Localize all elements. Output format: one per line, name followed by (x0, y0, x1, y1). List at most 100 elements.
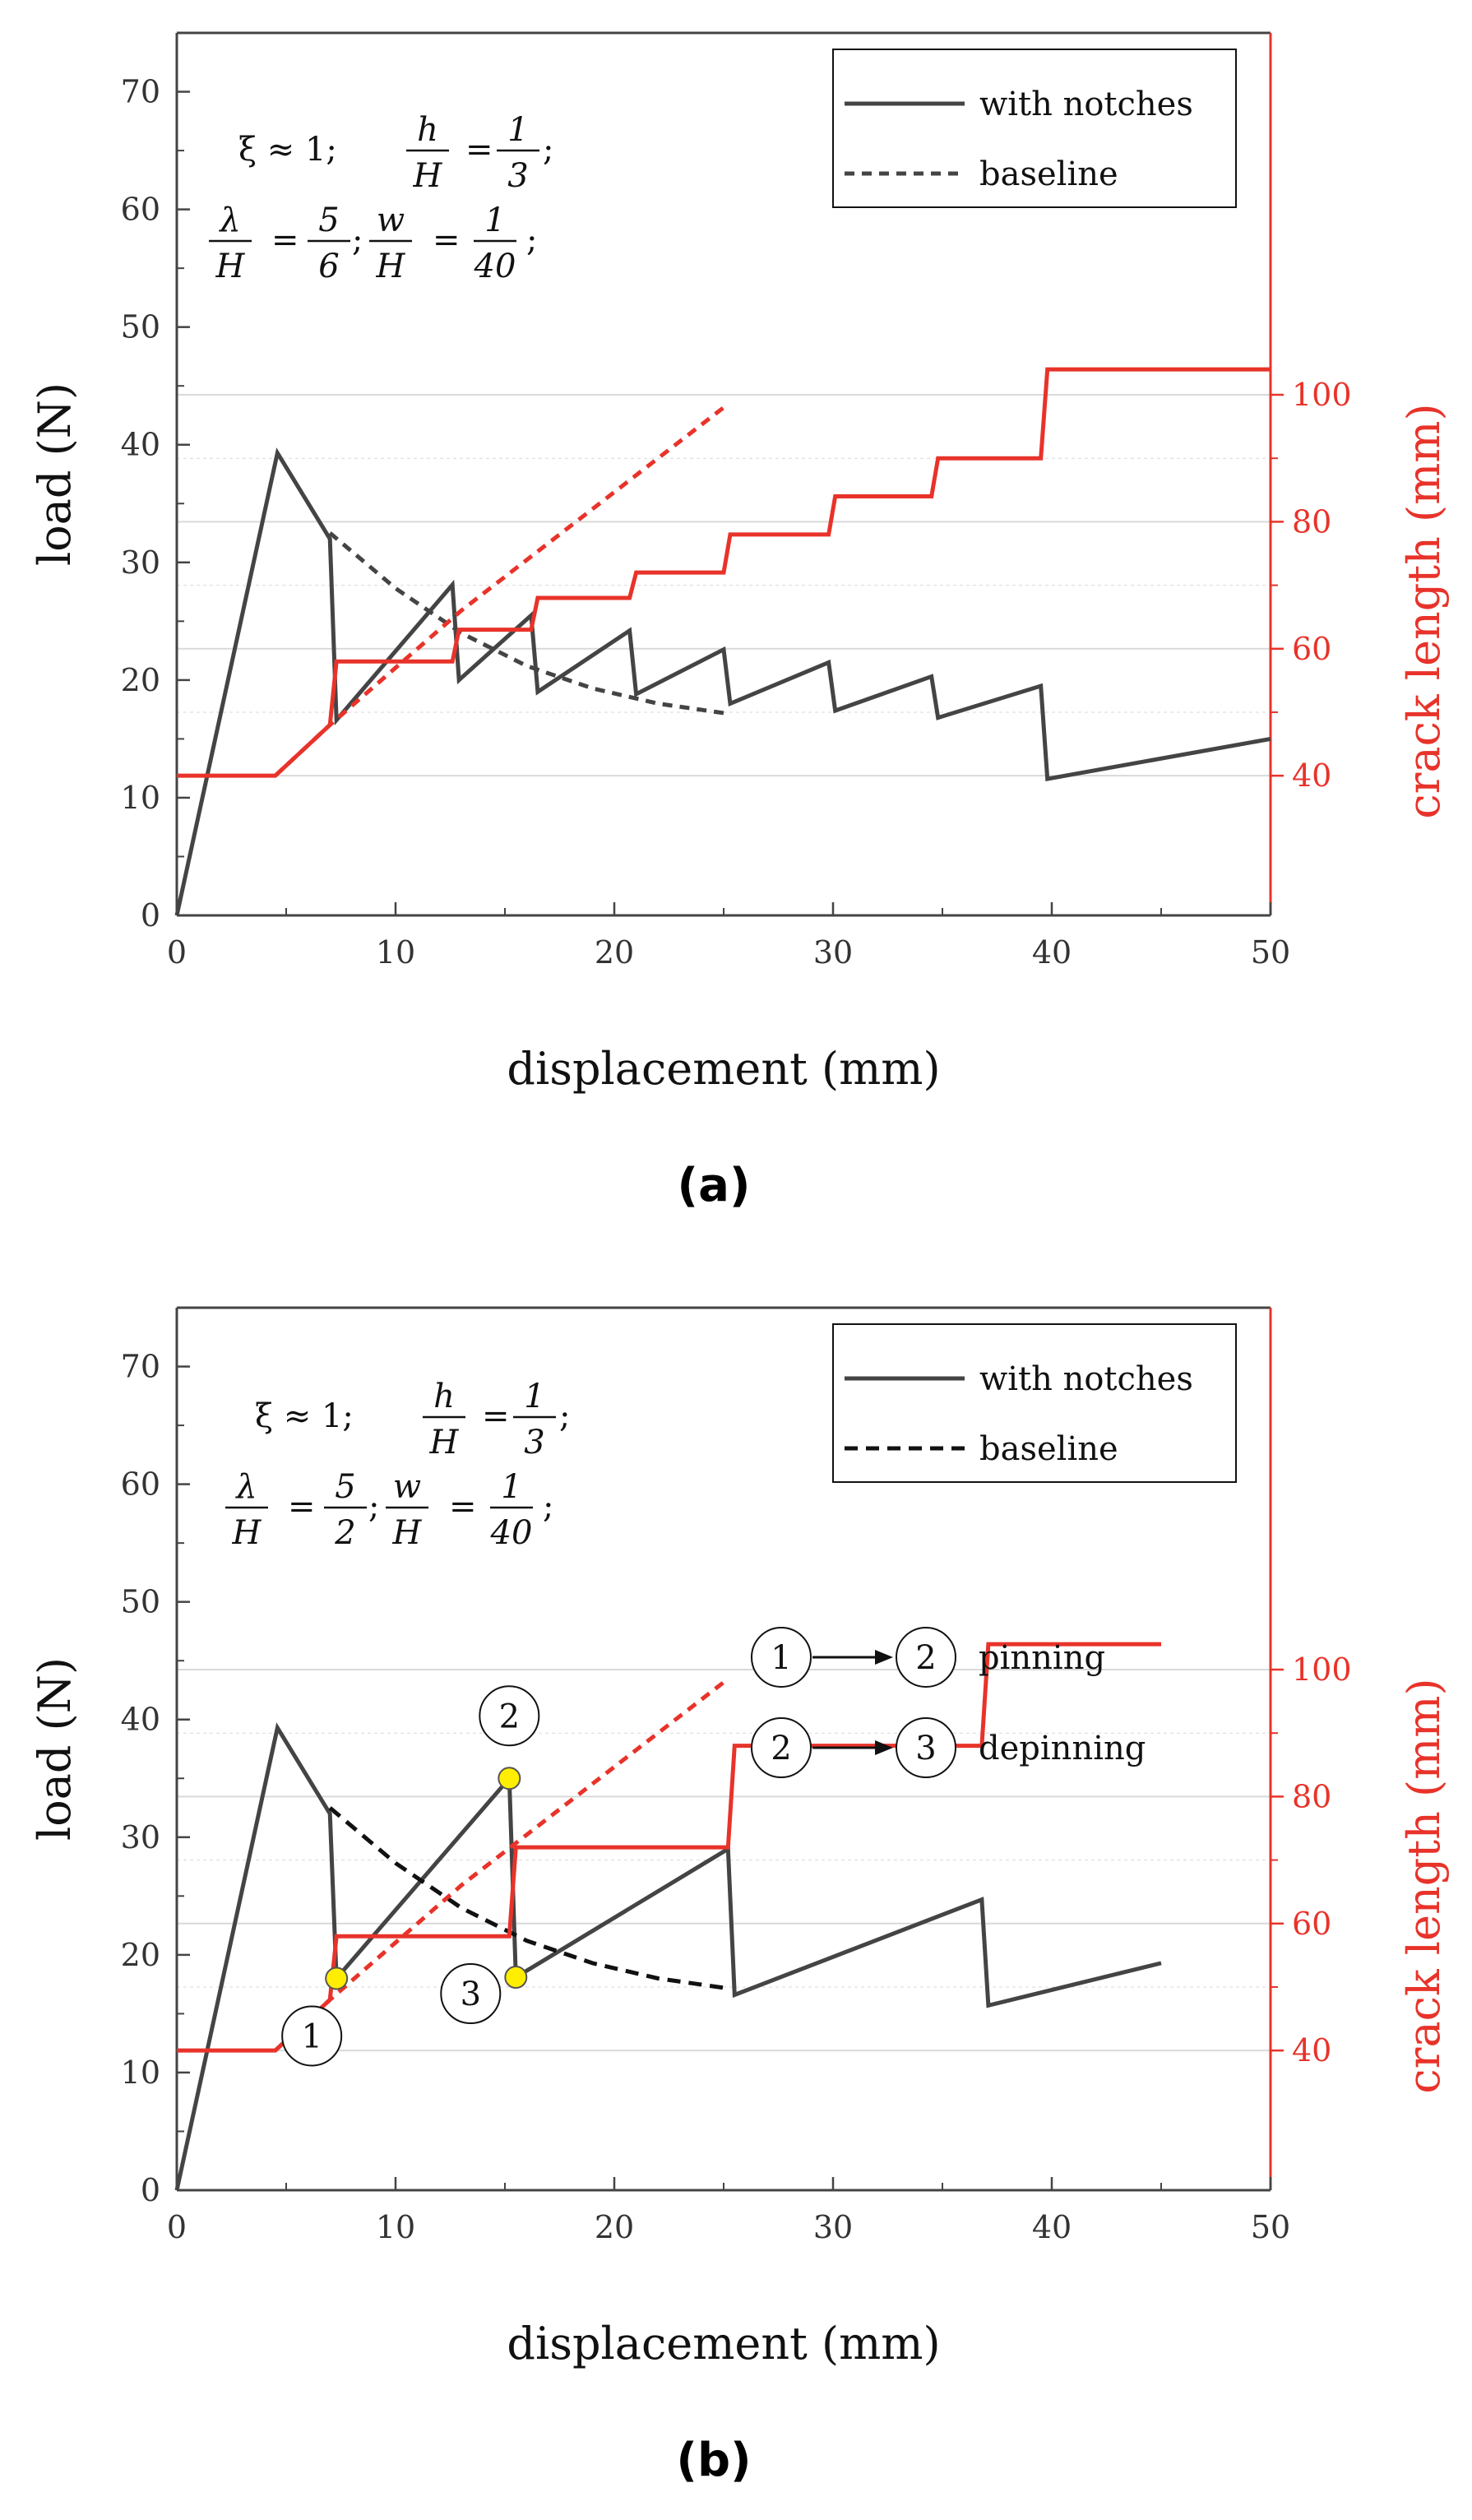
point-marker-1 (325, 1966, 349, 1990)
x-axis-title: displacement (mm) (507, 1043, 940, 1095)
panel-label: (b) (676, 2434, 751, 2487)
y-tick-label: 30 (121, 544, 160, 581)
ann-circle-from (751, 1717, 812, 1778)
x-tick-label: 30 (813, 2209, 853, 2245)
ann-text: depinning (979, 1730, 1146, 1767)
series-line-crack-length-baseline- (273, 405, 725, 778)
legend-box (832, 49, 1237, 208)
x-tick-label: 50 (1251, 934, 1290, 970)
y-tick-label: 60 (121, 192, 160, 228)
y2-tick-label: 40 (1292, 757, 1331, 794)
y-tick-label: 60 (121, 1466, 160, 1503)
param-lH-end: ; (368, 1488, 379, 1526)
ann-text: pinning (979, 1639, 1105, 1677)
param-wH-num: w (377, 202, 405, 239)
y-tick-label: 20 (121, 662, 160, 698)
y2-tick-label: 60 (1292, 631, 1331, 667)
ann-circle-to (896, 1717, 956, 1778)
ann-circle-to (896, 1627, 956, 1688)
param-hH-den: H (413, 157, 443, 195)
param-hH-eq: = (482, 1397, 510, 1435)
param-wH-den: H (376, 248, 406, 285)
param-wH-eq: = (433, 221, 461, 259)
param-lH-num: λ (234, 1468, 257, 1506)
y-tick-label: 10 (121, 2054, 160, 2091)
series-line-crack-length-with-notches- (177, 1642, 1161, 2053)
series-line-with-notches (174, 447, 1271, 916)
ann-circle-from (751, 1627, 812, 1688)
param-lH-num: λ (218, 202, 240, 239)
x-tick-label: 40 (1032, 2209, 1072, 2245)
point-label-1: 1 (301, 2017, 322, 2055)
ann-to-label: 2 (915, 1639, 936, 1677)
x-tick-label: 20 (595, 934, 634, 970)
point-label-3: 3 (461, 1976, 481, 2013)
param-wH-val-den: 40 (490, 1514, 533, 1552)
point-label-circle-3 (440, 1963, 502, 2025)
y-tick-label: 50 (121, 309, 160, 345)
y2-tick-label: 80 (1292, 1778, 1331, 1814)
param-lH-end: ; (352, 221, 363, 259)
ann-from-label: 2 (771, 1730, 791, 1767)
y-tick-label: 70 (121, 1349, 160, 1385)
x-tick-label: 50 (1251, 2209, 1290, 2245)
point-label-circle-1 (281, 2005, 343, 2067)
panel-label: (a) (678, 1159, 751, 1212)
y2-tick-label: 100 (1292, 1651, 1352, 1688)
legend-box (832, 1323, 1237, 1483)
series-line-crack-length-baseline- (273, 1680, 725, 2053)
param-wH-val-den: 40 (474, 248, 516, 285)
param-hH-end: ; (559, 1397, 570, 1435)
y-tick-label: 20 (121, 1937, 160, 1973)
y2-tick-label: 60 (1292, 1906, 1331, 1942)
x-tick-label: 0 (167, 934, 187, 970)
legend-label-baseline: baseline (979, 1430, 1118, 1468)
param-lH-val-den: 2 (334, 1514, 355, 1552)
param-lH-den: H (215, 248, 246, 285)
param-hH-val-num: 1 (507, 111, 528, 149)
param-lH-eq: = (271, 221, 299, 259)
param-hH-val-den: 3 (524, 1424, 544, 1462)
x-tick-label: 10 (376, 2209, 415, 2245)
param-lH-den: H (232, 1514, 262, 1552)
ann-from-label: 1 (771, 1639, 791, 1677)
param-xi: ξ ≈ 1; (255, 1397, 354, 1435)
param-hH-val-num: 1 (524, 1378, 544, 1415)
y-axis-title: load (N) (29, 382, 81, 566)
panel-b: 0 10 20 30 40 50 0 10 20 30 40 50 60 70 40 60 80 100 displ… (29, 1306, 1450, 2487)
series-line-crack-length-with-notches- (177, 367, 1271, 778)
y2-tick-label: 40 (1292, 2032, 1331, 2068)
param-hH-den: H (429, 1424, 460, 1462)
param-xi: ξ ≈ 1; (238, 131, 337, 169)
x-tick-label: 30 (813, 934, 853, 970)
param-wH-val-num: 1 (484, 202, 505, 239)
arrow-icon (875, 1740, 893, 1755)
legend-label-notches: with notches (979, 86, 1193, 123)
x-tick-label: 20 (595, 2209, 634, 2245)
y-tick-label: 10 (121, 780, 160, 816)
x-tick-label: 40 (1032, 934, 1072, 970)
param-hH-end: ; (543, 131, 553, 169)
x-tick-label: 0 (167, 2209, 187, 2245)
param-wH-eq: = (449, 1488, 477, 1526)
y-axis-title: load (N) (29, 1657, 81, 1841)
y2-axis-title: crack length (mm) (1398, 403, 1450, 818)
series-line-baseline (328, 1806, 724, 1990)
param-wH-den: H (392, 1514, 423, 1552)
x-axis-title: displacement (mm) (507, 2318, 940, 2369)
param-hH-val-den: 3 (507, 157, 528, 195)
y-tick-label: 40 (121, 427, 160, 463)
param-wH-num: w (393, 1468, 421, 1506)
legend-label-baseline: baseline (979, 155, 1118, 193)
legend-label-notches: with notches (979, 1360, 1193, 1398)
param-hH-eq: = (465, 131, 493, 169)
y-tick-label: 0 (141, 897, 160, 933)
y-tick-label: 30 (121, 1819, 160, 1855)
point-label-2: 2 (499, 1698, 520, 1735)
y-tick-label: 40 (121, 1702, 160, 1738)
y2-tick-label: 80 (1292, 503, 1331, 540)
panel-a: 0 10 20 30 40 50 0 10 20 30 40 50 60 70 40 60 80 100 displ… (29, 31, 1450, 1212)
arrow-icon (875, 1650, 893, 1665)
param-wH-val-num: 1 (501, 1468, 521, 1506)
